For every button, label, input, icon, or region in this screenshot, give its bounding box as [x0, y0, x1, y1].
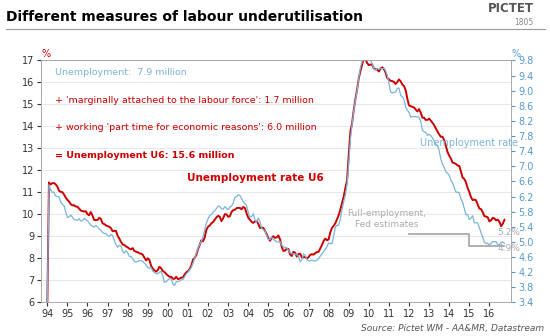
Text: + working 'part time for economic reasons': 6.0 million: + working 'part time for economic reason…: [56, 123, 317, 132]
Text: = Unemployment U6: 15.6 million: = Unemployment U6: 15.6 million: [56, 151, 235, 160]
Text: %: %: [512, 49, 521, 59]
Text: Unemployment rate: Unemployment rate: [420, 138, 518, 148]
Text: PICTET: PICTET: [487, 2, 534, 15]
Text: Unemployment:  7.9 million: Unemployment: 7.9 million: [56, 68, 187, 77]
Text: Unemployment rate U6: Unemployment rate U6: [187, 173, 323, 183]
Text: Full-employment,
Fed estimates: Full-employment, Fed estimates: [348, 209, 426, 229]
Text: Source: Pictet WM - AA&MR, Datastream: Source: Pictet WM - AA&MR, Datastream: [361, 324, 544, 333]
Text: 1805: 1805: [514, 18, 534, 28]
Text: Different measures of labour underutilisation: Different measures of labour underutilis…: [6, 9, 362, 24]
Text: + 'marginally attached to the labour force': 1.7 million: + 'marginally attached to the labour for…: [56, 95, 314, 104]
Text: %: %: [41, 49, 51, 59]
Text: 4.9%: 4.9%: [497, 244, 520, 253]
Text: 5.2%: 5.2%: [497, 228, 520, 237]
